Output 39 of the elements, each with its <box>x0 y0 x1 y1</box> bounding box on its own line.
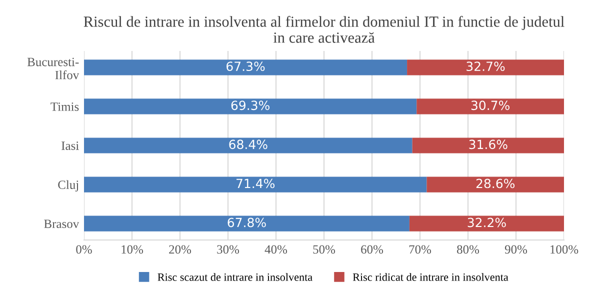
bar <box>426 176 564 192</box>
bar <box>84 216 410 232</box>
x-tick-label: 0% <box>76 245 92 254</box>
legend-label: Risc ridicat de intrare in insolventa <box>352 273 508 281</box>
x-tick-label: 60% <box>361 245 384 254</box>
x-tick-label: 80% <box>457 245 480 254</box>
data-label: 71.4% <box>236 178 275 188</box>
bar <box>416 98 564 114</box>
data-label: 68.4% <box>229 140 268 150</box>
data-label: 67.3% <box>226 62 265 72</box>
y-tick-label: Iasi <box>62 142 79 150</box>
x-tick-label: 40% <box>264 245 288 254</box>
y-tick-label: Timis <box>50 102 79 111</box>
chart-title: Riscul de intrare in insolventa al firmelor din domeniul IT in functie de judetul in care activează <box>84 16 564 43</box>
data-label: 30.7% <box>471 100 510 110</box>
x-tick-label: 50% <box>313 245 336 254</box>
bar <box>409 216 564 232</box>
y-tick-label: Brasov <box>44 220 80 228</box>
x-tick-label: 90% <box>504 245 528 254</box>
bar <box>84 138 412 154</box>
data-label: 32.7% <box>466 62 505 72</box>
y-tick-label: Bucuresti- Ilfov <box>27 58 80 80</box>
data-label: 67.8% <box>228 218 266 228</box>
data-label: 28.6% <box>476 178 515 188</box>
bar <box>84 60 408 76</box>
data-label: 32.2% <box>468 218 506 228</box>
x-tick-label: 10% <box>122 245 144 254</box>
x-tick-label: 30% <box>217 245 240 254</box>
bar <box>412 138 564 154</box>
x-tick-label: 70% <box>409 245 432 254</box>
data-label: 31.6% <box>469 140 508 150</box>
y-tick-label: Cluj <box>58 180 78 192</box>
data-label: 69.3% <box>231 100 270 110</box>
x-tick-label: 100% <box>550 245 578 254</box>
bar <box>84 98 417 114</box>
x-tick-label: 20% <box>169 245 192 254</box>
bar <box>407 60 564 76</box>
bar <box>84 176 427 192</box>
legend-label: Risc scazut de intrare in insolventa <box>158 273 312 281</box>
